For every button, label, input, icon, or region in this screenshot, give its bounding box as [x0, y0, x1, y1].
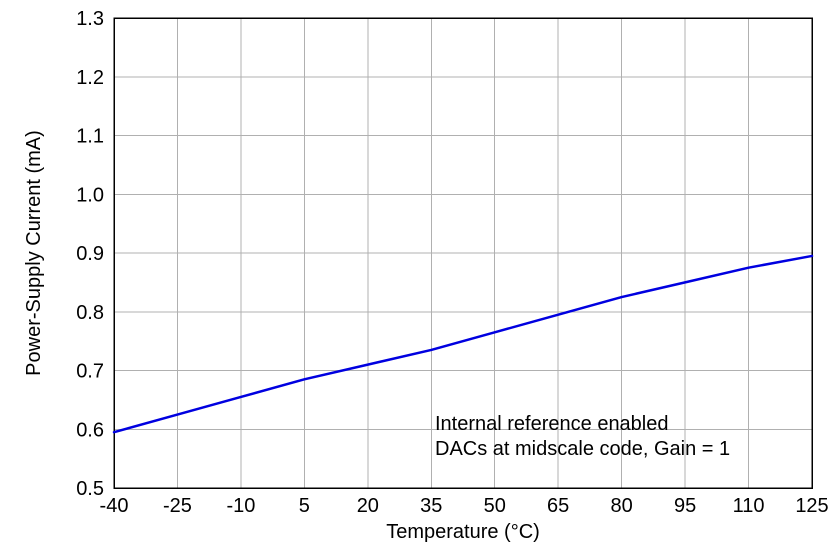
x-tick-label: 110: [733, 495, 765, 517]
x-tick-label: 80: [611, 495, 633, 517]
x-tick-label: 35: [420, 495, 442, 517]
y-axis-label: Power-Supply Current (mA): [23, 130, 45, 376]
x-tick-label: -25: [163, 495, 192, 517]
line-chart: -40-25-1052035506580951101250.50.60.70.8…: [0, 0, 839, 559]
y-tick-label: 0.5: [76, 478, 104, 500]
x-tick-label: 95: [674, 495, 696, 517]
chart-annotation-line2: DACs at midscale code, Gain = 1: [435, 438, 730, 460]
y-tick-label: 0.8: [76, 302, 104, 324]
x-axis-label: Temperature (°C): [386, 521, 540, 543]
x-tick-label: 65: [547, 495, 569, 517]
chart-container: -40-25-1052035506580951101250.50.60.70.8…: [0, 0, 839, 559]
x-tick-label: 125: [795, 495, 828, 517]
x-tick-label: 5: [299, 495, 310, 517]
x-tick-label: -10: [226, 495, 255, 517]
y-tick-label: 1.1: [76, 126, 104, 148]
chart-annotation-line1: Internal reference enabled: [435, 413, 669, 435]
y-tick-label: 0.6: [76, 419, 104, 441]
y-tick-label: 1.2: [76, 67, 104, 89]
y-tick-label: 1.0: [76, 184, 104, 206]
y-tick-label: 1.3: [76, 8, 104, 30]
x-tick-label: 20: [357, 495, 379, 517]
y-tick-label: 0.9: [76, 243, 104, 265]
x-tick-label: 50: [484, 495, 506, 517]
y-tick-label: 0.7: [76, 361, 104, 383]
